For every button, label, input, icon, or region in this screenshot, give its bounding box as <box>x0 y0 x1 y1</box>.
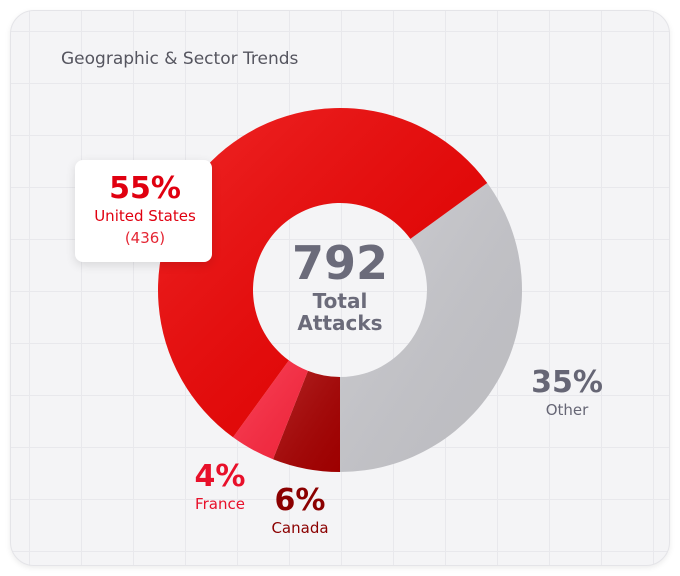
segment-label: 35% Other <box>497 366 637 420</box>
segment-shade <box>233 360 308 460</box>
category-label: Other <box>545 401 589 419</box>
segment-shade <box>158 107 488 438</box>
total-value: 792 <box>291 236 389 290</box>
card-title: Geographic & Sector Trends <box>61 49 299 69</box>
center-total: 792 Total Attacks <box>280 238 400 334</box>
category-label: Canada <box>271 519 329 537</box>
percent-label: 55% <box>109 171 181 206</box>
segment-label: 55% United States (436) <box>75 172 215 250</box>
donut <box>158 107 522 473</box>
percent-label: 35% <box>531 365 603 400</box>
category-label: United States <box>94 207 196 225</box>
segment-label: 4% France <box>150 460 290 514</box>
percent-label: 4% <box>194 459 246 494</box>
highlight-box <box>75 160 212 262</box>
card: Geographic & Sector Trends <box>10 10 670 566</box>
count-label: (436) <box>124 229 166 247</box>
percent-label: 6% <box>274 483 326 518</box>
category-label: France <box>195 495 245 513</box>
segment-shade <box>340 183 522 473</box>
total-label: Total Attacks <box>297 289 383 335</box>
segment-label: 6% Canada <box>230 484 370 538</box>
segment-shade <box>273 370 340 472</box>
